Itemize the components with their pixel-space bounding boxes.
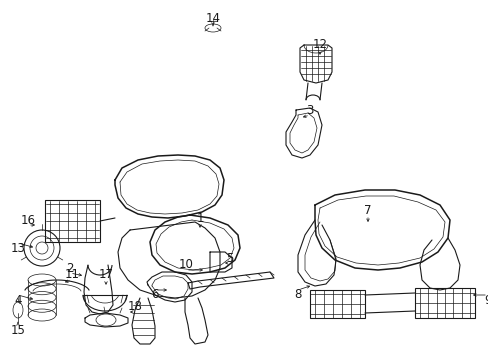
Text: 1: 1 <box>196 211 203 225</box>
Bar <box>45 200 100 242</box>
Text: 2: 2 <box>66 261 74 274</box>
Text: 18: 18 <box>127 301 142 314</box>
Text: 10: 10 <box>178 258 193 271</box>
Text: 17: 17 <box>98 269 113 282</box>
Text: 13: 13 <box>11 242 25 255</box>
Text: 9: 9 <box>483 293 488 306</box>
Text: 12: 12 <box>312 39 327 51</box>
Bar <box>309 290 364 318</box>
Text: 14: 14 <box>205 12 220 24</box>
Text: 8: 8 <box>294 288 301 302</box>
Text: 6: 6 <box>151 288 159 302</box>
Text: 16: 16 <box>20 213 36 226</box>
Text: 11: 11 <box>64 269 80 282</box>
Text: 7: 7 <box>364 203 371 216</box>
Text: 3: 3 <box>305 104 313 117</box>
Text: 5: 5 <box>226 252 233 265</box>
Text: 15: 15 <box>11 324 25 337</box>
Bar <box>414 288 474 318</box>
Text: 4: 4 <box>14 293 21 306</box>
